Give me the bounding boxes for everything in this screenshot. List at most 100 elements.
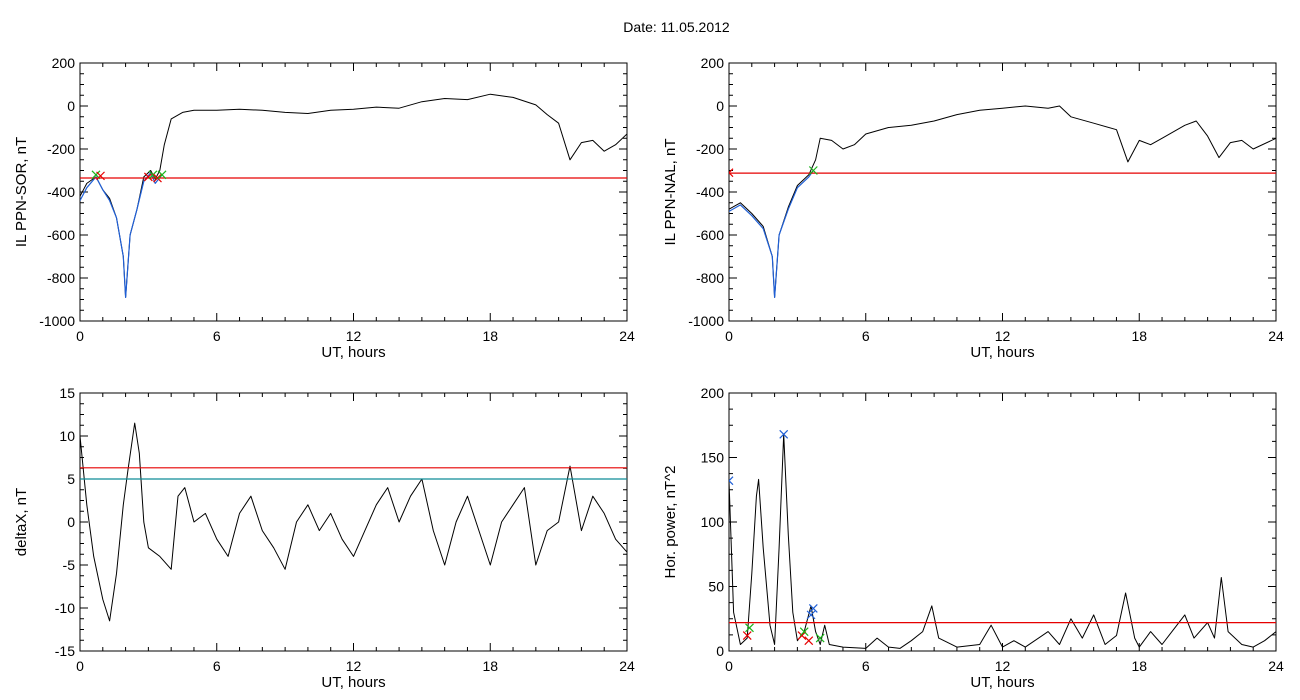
marker-stroke <box>808 604 818 613</box>
x-tick-label: 6 <box>213 658 221 674</box>
marker-stroke <box>91 170 101 180</box>
y-tick-label: 10 <box>59 428 75 444</box>
marker-stroke <box>157 170 167 180</box>
x-tick-label: 18 <box>482 658 498 674</box>
x-tick-label: 6 <box>862 658 870 674</box>
y-tick-label: -800 <box>47 270 75 286</box>
x-tick-label: 0 <box>76 328 84 344</box>
plot-area <box>729 105 1276 298</box>
y-tick-label: -200 <box>47 141 75 157</box>
x-tick-label: 12 <box>346 658 362 674</box>
x-axis-label: UT, hours <box>970 344 1034 361</box>
y-tick-label: -1000 <box>39 313 75 329</box>
plot-area <box>729 429 1276 649</box>
y-tick-label: -600 <box>696 227 724 243</box>
marker-stroke <box>806 610 816 620</box>
y-tick-label: -200 <box>696 141 724 157</box>
data-marker-green <box>148 170 158 180</box>
data-marker-blue <box>808 604 818 613</box>
series-line-black <box>80 422 627 622</box>
marker-stroke <box>729 476 734 482</box>
data-marker-red <box>96 171 105 181</box>
marker-stroke <box>729 171 734 178</box>
series-line-black <box>80 93 627 298</box>
y-tick-label: 200 <box>701 385 725 401</box>
series-line-blue <box>80 172 163 298</box>
plot-panel-sor: 0 6 12 18 24 -1000 -800 -600 -400 -200 0 200 UT, hou… <box>13 55 635 361</box>
marker-stroke <box>804 636 814 646</box>
x-tick-label: 12 <box>995 658 1011 674</box>
marker-stroke <box>808 166 818 175</box>
x-tick-label: 0 <box>725 328 733 344</box>
x-tick-label: 18 <box>482 328 498 344</box>
marker-stroke <box>745 623 754 633</box>
marker-stroke <box>153 173 162 183</box>
y-tick-label: 200 <box>701 55 725 71</box>
y-tick-label: 50 <box>708 579 724 595</box>
data-marker-red <box>804 636 814 646</box>
x-tick-label: 12 <box>346 328 362 344</box>
x-tick-label: 24 <box>1268 658 1284 674</box>
x-tick-label: 18 <box>1131 658 1147 674</box>
y-axis-label: deltaX, nT <box>13 488 30 556</box>
marker-stroke <box>815 633 825 643</box>
series-line-blue <box>729 170 814 298</box>
x-tick-label: 0 <box>76 658 84 674</box>
marker-stroke <box>148 170 158 180</box>
data-marker-green <box>745 623 754 633</box>
data-marker-red <box>729 168 734 178</box>
marker-stroke <box>96 171 105 181</box>
marker-stroke <box>143 172 153 182</box>
data-marker-green <box>157 170 167 180</box>
x-tick-label: 24 <box>1268 328 1284 344</box>
x-tick-label: 12 <box>995 328 1011 344</box>
marker-stroke <box>729 168 734 174</box>
plot-frame <box>728 62 1277 322</box>
x-tick-label: 6 <box>862 328 870 344</box>
plot-area <box>80 93 627 298</box>
y-tick-label: 0 <box>716 98 724 114</box>
y-tick-label: -5 <box>63 557 76 573</box>
data-marker-green <box>808 166 818 175</box>
x-tick-label: 18 <box>1131 328 1147 344</box>
plot-frame <box>79 392 628 652</box>
marker-stroke <box>799 627 809 637</box>
plot-panel-nal: 0 6 12 18 24 -1000 -800 -600 -400 -200 0 200 UT, hou… <box>662 55 1284 361</box>
y-tick-label: 0 <box>67 514 75 530</box>
series-line-black <box>729 105 1276 298</box>
marker-stroke <box>779 429 789 439</box>
marker-stroke <box>742 631 752 640</box>
plot-panel-power: 0 6 12 18 24 0 50 100 150 200 UT, hours Hor. power,… <box>662 385 1284 691</box>
y-tick-label: -10 <box>55 600 75 616</box>
x-axis-label: UT, hours <box>321 344 385 361</box>
data-marker-blue <box>729 476 734 486</box>
data-marker-red <box>143 172 153 182</box>
y-tick-label: -800 <box>696 270 724 286</box>
y-tick-label: -1000 <box>688 313 724 329</box>
plot-area <box>80 422 627 622</box>
series-line-black <box>729 433 1276 649</box>
y-tick-label: 150 <box>701 450 725 466</box>
x-tick-label: 0 <box>725 658 733 674</box>
y-axis-label: IL PPN-NAL, nT <box>662 139 679 246</box>
marker-stroke <box>729 479 734 486</box>
data-marker-green <box>815 633 825 643</box>
y-tick-label: -600 <box>47 227 75 243</box>
data-marker-blue <box>806 610 816 620</box>
x-axis-label: UT, hours <box>970 674 1034 691</box>
y-axis-label: Hor. power, nT^2 <box>662 466 679 579</box>
plot-panel-deltax: 0 6 12 18 24 -15 -10 -5 0 5 10 15 UT, hours deltaX, n… <box>13 385 635 691</box>
x-tick-label: 6 <box>213 328 221 344</box>
data-marker-blue <box>779 429 789 439</box>
x-axis-label: UT, hours <box>321 674 385 691</box>
y-tick-label: 100 <box>701 514 725 530</box>
y-tick-label: 5 <box>67 471 75 487</box>
data-marker-red <box>742 631 752 640</box>
y-tick-label: -15 <box>55 643 75 659</box>
data-marker-green <box>799 627 809 637</box>
y-axis-label: IL PPN-SOR, nT <box>13 137 30 247</box>
plot-frame <box>728 392 1277 652</box>
y-tick-label: 0 <box>716 643 724 659</box>
y-tick-label: -400 <box>696 184 724 200</box>
